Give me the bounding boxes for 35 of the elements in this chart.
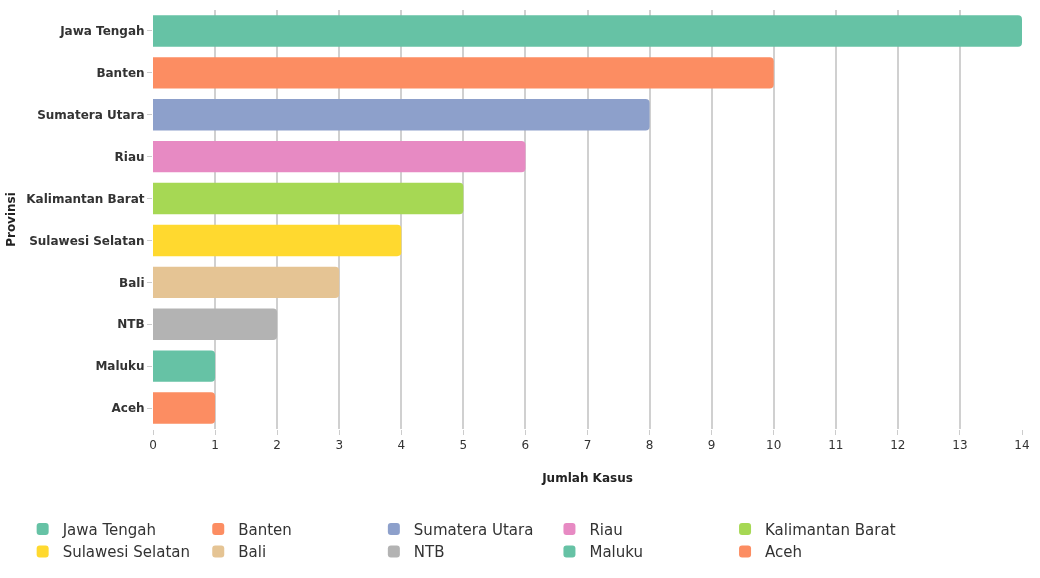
x-tick-label: 5 [459,438,468,453]
y-tick-label: Aceh [111,401,145,416]
y-tick-label: Bali [119,275,145,290]
x-tick-label: 6 [521,438,530,453]
x-tick-label: 11 [828,438,844,453]
y-tick-label: Kalimantan Barat [26,191,145,206]
legend-label: Banten [238,520,292,539]
x-tick-label: 7 [583,438,592,453]
x-tick-label: 9 [707,438,716,453]
x-tick-label: 10 [766,438,782,453]
legend-label: Kalimantan Barat [765,520,896,539]
legend-label: Sumatera Utara [413,520,534,539]
legend-label: NTB [413,543,445,562]
legend-label: Aceh [765,543,803,562]
x-tick-label: 1 [211,438,219,453]
y-tick-label: Sulawesi Selatan [29,233,145,248]
y-tick-label: Banten [96,66,145,81]
x-tick-label: 3 [335,438,344,453]
y-tick-label: Maluku [95,359,145,374]
x-tick-label: 0 [149,438,157,453]
x-axis-title: Jumlah Kasus [541,471,633,486]
x-tick-label: 13 [952,438,968,453]
y-tick-label: NTB [117,317,145,332]
y-tick-label: Riau [114,149,145,164]
x-tick-label: 12 [890,438,906,453]
x-tick-label: 2 [273,438,281,453]
y-tick-label: Jawa Tengah [59,24,145,39]
x-tick-label: 4 [397,438,406,453]
legend-label: Maluku [589,543,643,562]
legend-label: Bali [238,543,267,562]
y-tick-label: Sumatera Utara [37,107,145,122]
legend-label: Riau [589,520,623,539]
x-tick-label: 14 [1014,438,1030,453]
y-axis-title: Provinsi [3,192,18,247]
x-tick-label: 8 [645,438,654,453]
